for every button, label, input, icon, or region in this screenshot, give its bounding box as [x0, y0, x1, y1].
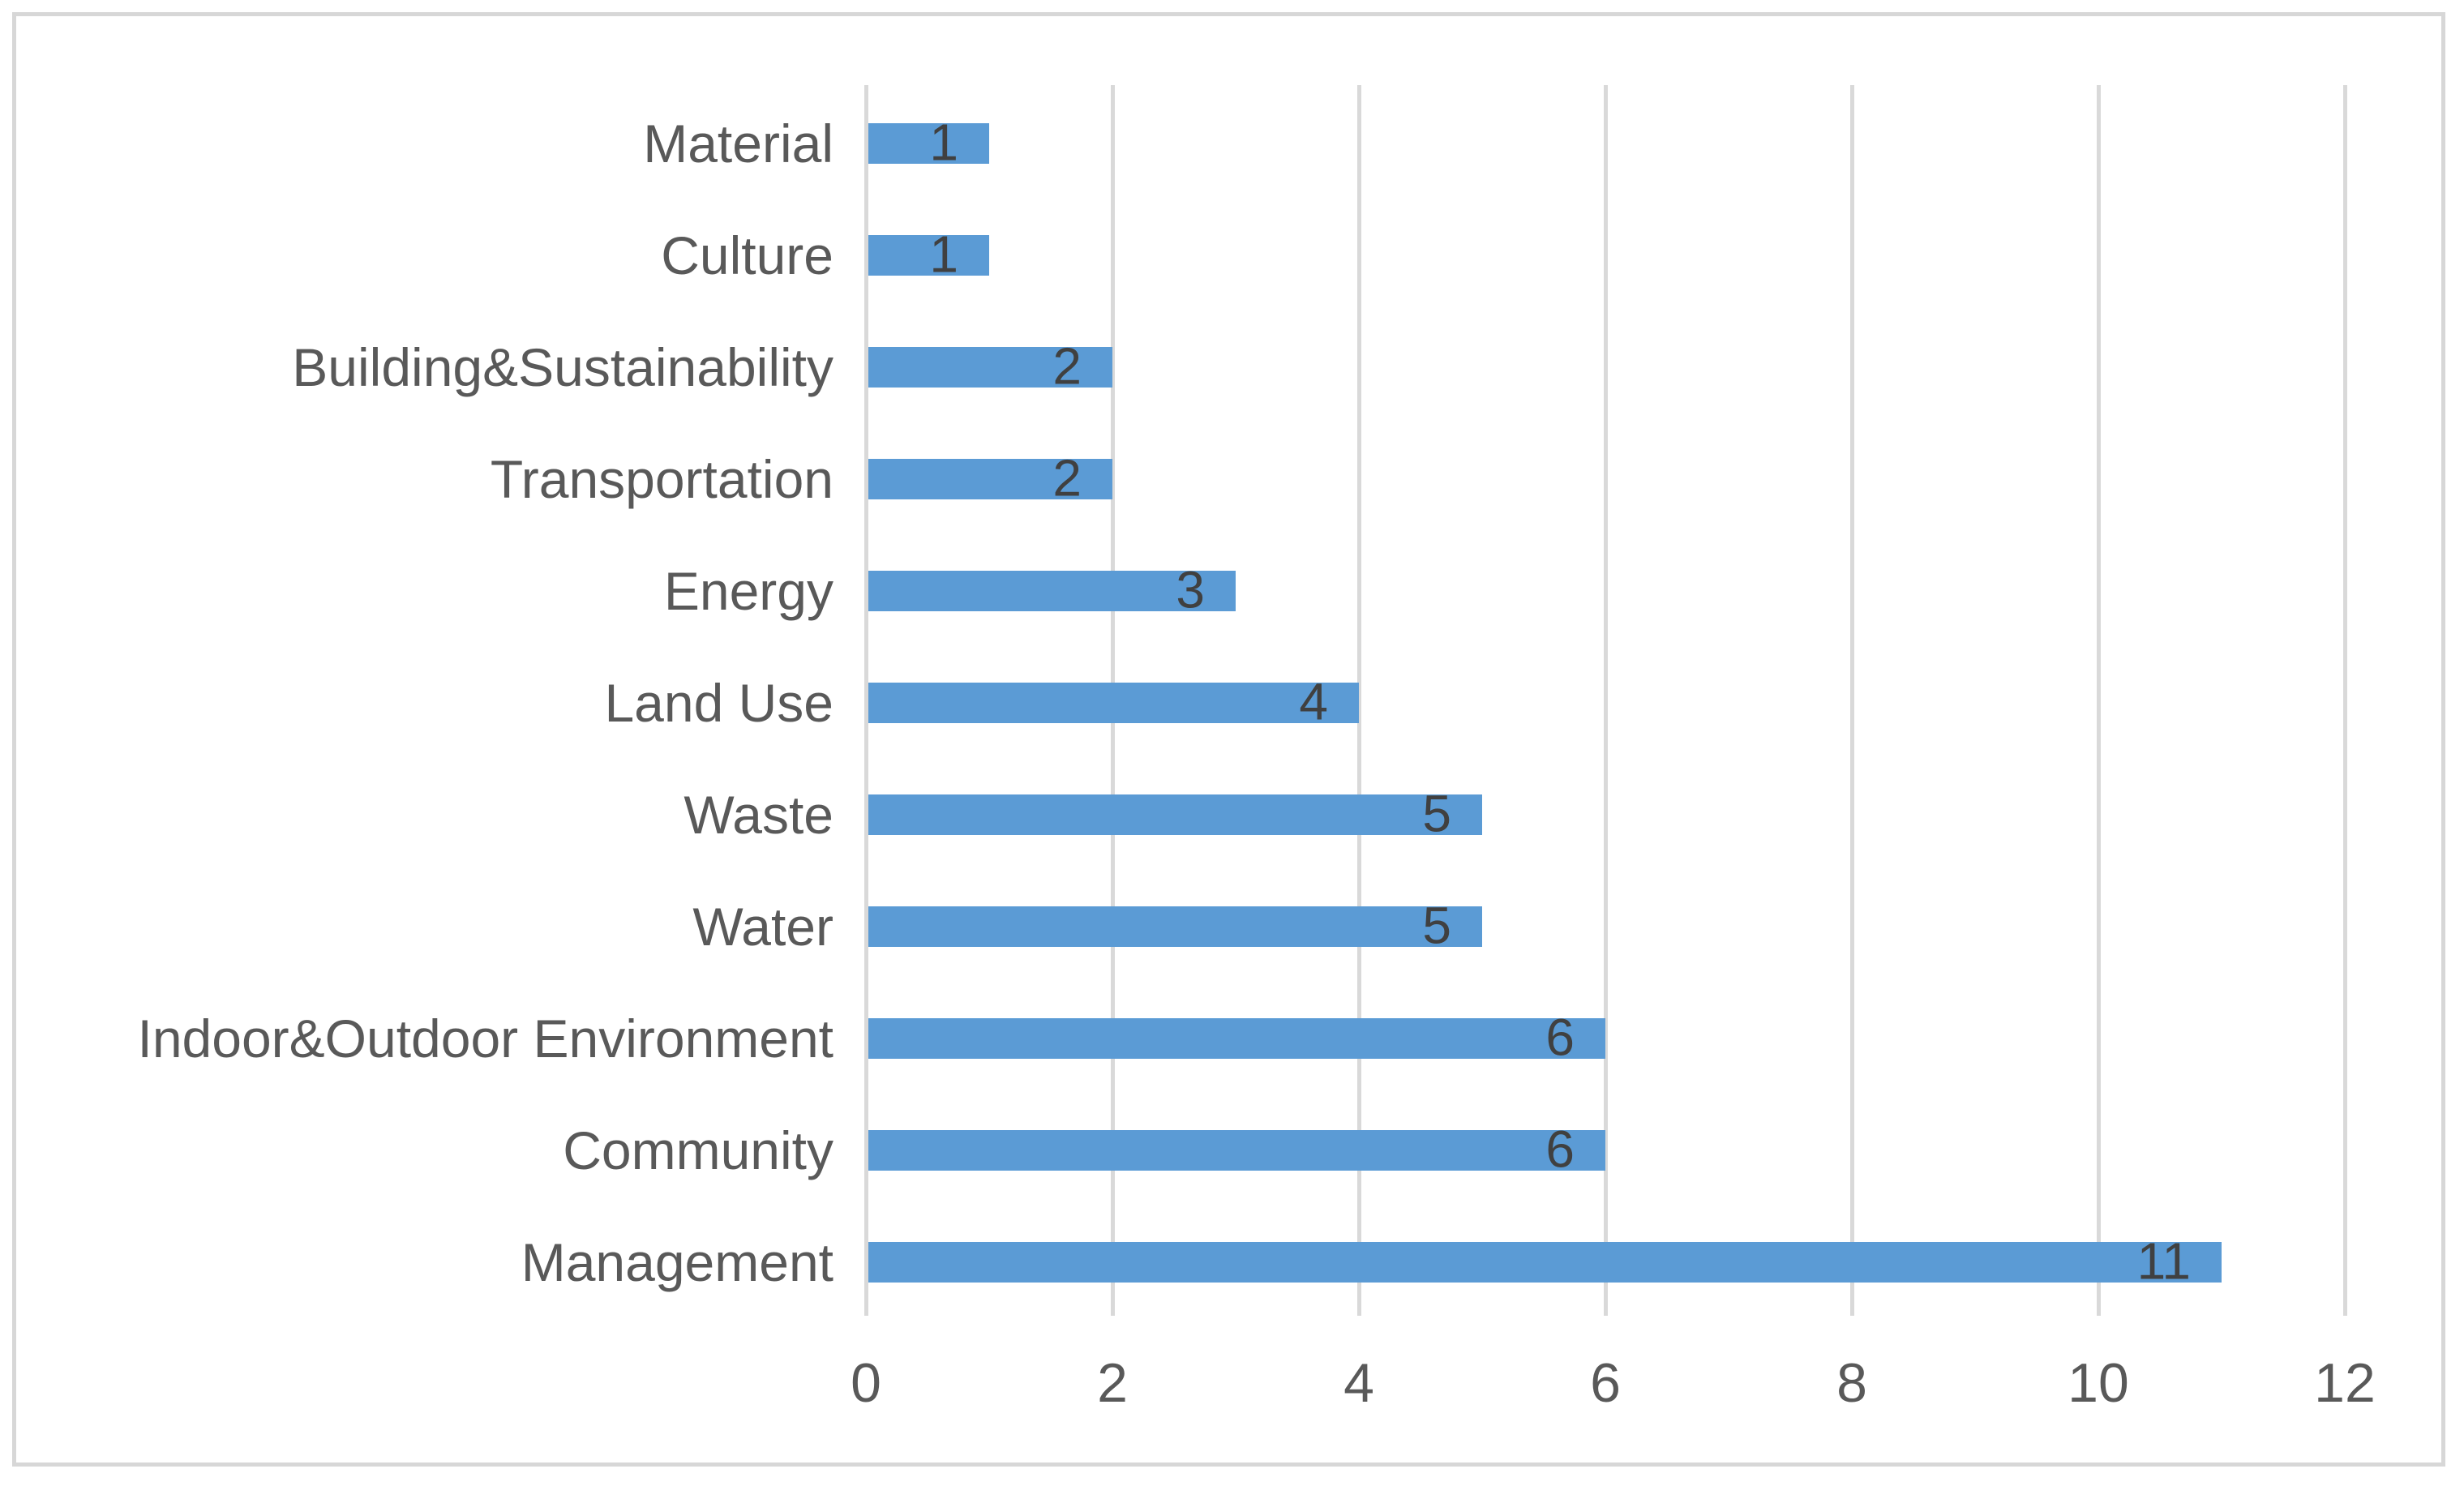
gridline [1604, 85, 1608, 1316]
x-tick-label: 0 [851, 1352, 881, 1414]
category-label: Land Use [604, 673, 833, 733]
x-tick-label: 2 [1097, 1352, 1128, 1414]
bar: 11 [868, 1235, 2222, 1287]
bar-value-label: 6 [1545, 1120, 1575, 1179]
bar-value-label: 4 [1299, 672, 1328, 731]
bar: 5 [868, 788, 1482, 840]
bar-value-label: 11 [2136, 1231, 2191, 1291]
x-tick-label: 6 [1590, 1352, 1621, 1414]
bar-value-label: 6 [1545, 1008, 1575, 1067]
gridline [864, 85, 868, 1316]
category-label: Water [692, 897, 833, 957]
category-label: Building&Sustainability [292, 337, 833, 397]
x-tick-label: 8 [1836, 1352, 1867, 1414]
x-tick-label: 4 [1343, 1352, 1374, 1414]
bar-value-label: 5 [1422, 784, 1451, 843]
bar: 6 [868, 1012, 1605, 1064]
category-label: Waste [683, 785, 833, 845]
bar: 5 [868, 900, 1482, 952]
bar: 1 [868, 117, 989, 169]
gridline [1357, 85, 1361, 1316]
gridline [1850, 85, 1854, 1316]
bar: 3 [868, 564, 1236, 616]
bar-value-label: 5 [1422, 896, 1451, 955]
gridline [2343, 85, 2347, 1316]
x-tick-label: 10 [2068, 1352, 2129, 1414]
bar-value-label: 1 [929, 225, 958, 284]
category-label: Culture [661, 225, 833, 285]
bar: 1 [868, 229, 989, 280]
category-label: Community [563, 1120, 833, 1180]
category-label: Material [643, 113, 833, 173]
bar-value-label: 3 [1176, 560, 1205, 619]
category-label: Management [521, 1232, 833, 1292]
gridline [2097, 85, 2101, 1316]
bar: 4 [868, 676, 1359, 728]
bar: 6 [868, 1124, 1605, 1176]
bar-value-label: 2 [1052, 448, 1082, 507]
bar-value-label: 1 [929, 113, 958, 172]
chart-frame [12, 12, 2445, 1467]
category-label: Indoor&Outdoor Environment [137, 1009, 833, 1068]
category-label: Transportation [490, 449, 833, 509]
bar: 2 [868, 340, 1112, 392]
bar-value-label: 2 [1052, 336, 1082, 396]
category-label: Energy [663, 561, 833, 621]
x-tick-label: 12 [2314, 1352, 2376, 1414]
bar: 2 [868, 452, 1112, 504]
